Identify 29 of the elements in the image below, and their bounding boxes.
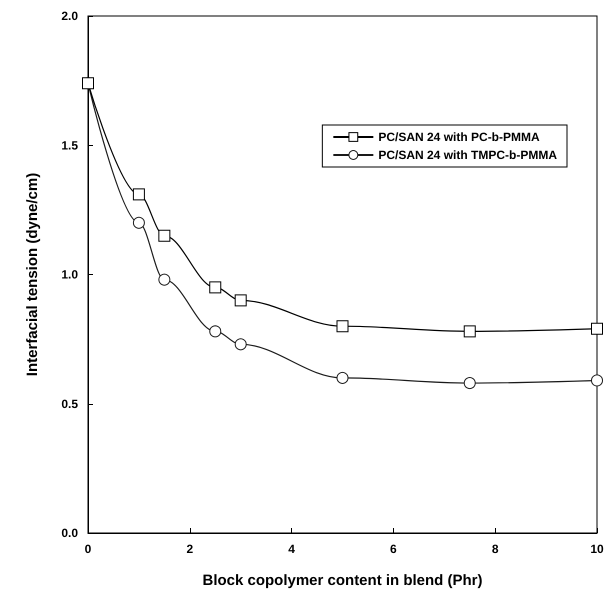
y-tick-label: 0.0 — [61, 526, 78, 540]
point — [209, 325, 222, 338]
point — [158, 274, 170, 286]
x-tick-label: 8 — [492, 542, 499, 556]
x-tick-label: 0 — [84, 542, 92, 556]
x-tick-label: 6 — [390, 542, 398, 556]
legend-label: PC/SAN 24 with TMPC-b-PMMA — [378, 148, 558, 162]
point — [132, 216, 145, 229]
point — [591, 322, 603, 335]
x-axis-title: Block copolymer content in blend (Phr) — [202, 572, 483, 589]
y-tick-label: 1.0 — [61, 268, 78, 282]
point — [132, 188, 145, 200]
x-tick-label: 4 — [288, 542, 296, 556]
point — [158, 230, 170, 242]
point — [336, 372, 348, 384]
point — [336, 320, 348, 332]
y-tick-label: 1.5 — [61, 138, 78, 152]
x-tick-label: 2 — [186, 542, 194, 556]
point — [234, 338, 247, 350]
x-tick-label: 10 — [590, 542, 604, 556]
legend-label: PC/SAN 24 with PC-b-PMMA — [378, 130, 540, 144]
point — [591, 374, 603, 386]
point — [464, 377, 476, 390]
point — [209, 281, 222, 294]
point — [464, 325, 476, 338]
y-tick-label: 2.0 — [61, 9, 78, 23]
point — [234, 294, 247, 306]
y-axis-title: Interfacial tension (dyne/cm) — [24, 172, 41, 376]
y-tick-label: 0.5 — [61, 396, 78, 411]
